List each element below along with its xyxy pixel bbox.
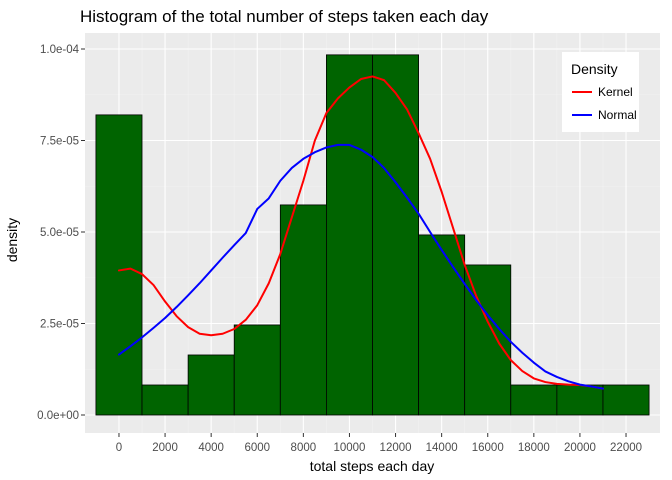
x-tick-label: 14000: [426, 442, 458, 454]
density-line-kernel: [117, 75, 604, 390]
y-tick-label: 5.0e-05: [40, 227, 79, 239]
x-tick-label: 12000: [380, 442, 412, 454]
histogram-bar: [141, 384, 189, 416]
legend-label-normal: Normal: [598, 108, 637, 122]
legend: Density Kernel Normal: [562, 52, 639, 132]
x-tick-label: 10000: [333, 442, 365, 454]
x-tick-label: 22000: [610, 442, 642, 454]
histogram-bar: [95, 114, 143, 416]
legend-title: Density: [571, 61, 618, 77]
y-axis-label: density: [4, 218, 20, 262]
histogram-bars: [95, 54, 650, 416]
legend-label-kernel: Kernel: [598, 85, 633, 99]
y-tick-label: 2.5e-05: [40, 319, 79, 331]
histogram-bar: [602, 384, 650, 416]
y-tick-label: 1.0e-04: [40, 44, 80, 56]
x-tick-label: 2000: [152, 442, 178, 454]
x-tick-label: 16000: [472, 442, 504, 454]
y-axis-ticks: 0.0e+00 2.5e-05 5.0e-05 7.5e-05 1.0e-04: [37, 44, 85, 422]
histogram-bar: [187, 354, 235, 416]
x-tick-label: 0: [116, 442, 122, 454]
y-tick-label: 0.0e+00: [37, 410, 79, 422]
y-tick-label: 7.5e-05: [40, 136, 79, 148]
histogram-bar: [326, 54, 373, 416]
histogram-bar: [556, 384, 604, 416]
histogram-bar: [418, 234, 466, 416]
density-curves: [117, 75, 604, 390]
chart-title: Histogram of the total number of steps t…: [80, 7, 489, 26]
x-axis-ticks: 0 2000 4000 6000 8000 10000 12000 14000 16000 180…: [116, 433, 642, 454]
histogram-bar: [372, 54, 419, 416]
x-tick-label: 6000: [244, 442, 270, 454]
x-axis-label: total steps each day: [310, 458, 435, 474]
density-line-normal: [117, 143, 604, 390]
histogram-bar: [279, 204, 327, 416]
histogram-bar: [510, 384, 558, 416]
x-tick-label: 20000: [564, 442, 596, 454]
x-tick-label: 4000: [198, 442, 224, 454]
x-tick-label: 18000: [518, 442, 550, 454]
histogram-bar: [464, 264, 512, 416]
histogram-bar: [233, 324, 281, 416]
x-tick-label: 8000: [291, 442, 317, 454]
